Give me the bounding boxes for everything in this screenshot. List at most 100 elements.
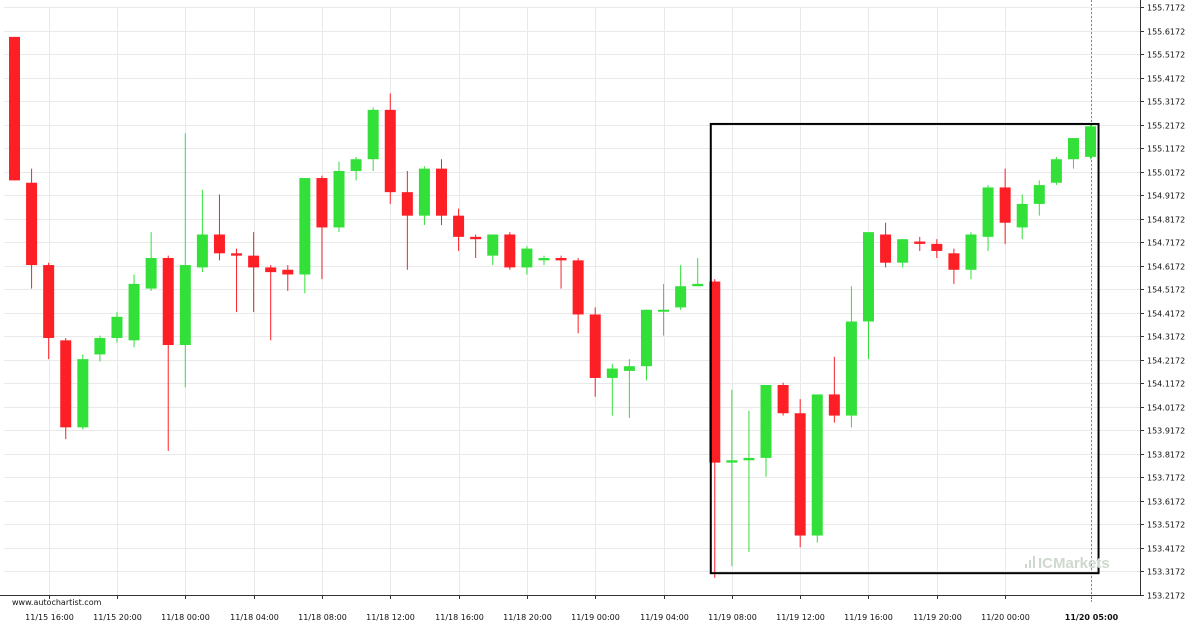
candle	[418, 166, 430, 226]
x-tick-label: 11/19 12:00	[776, 613, 825, 622]
candle	[9, 36, 20, 181]
y-tick-label: 153.9172	[1147, 427, 1185, 436]
candle-body-up	[418, 168, 430, 216]
candle-body-down	[572, 260, 584, 315]
candle	[760, 385, 772, 477]
candle	[897, 239, 909, 268]
candle-body-down	[436, 168, 447, 216]
candle-body-down	[213, 234, 225, 254]
x-tick-label: 11/18 16:00	[435, 613, 484, 622]
y-tick-label: 154.9172	[1147, 192, 1185, 201]
candle-body-up	[658, 309, 670, 312]
candle-body-up	[521, 248, 533, 268]
candle-body-up	[811, 394, 823, 536]
candle	[828, 356, 840, 423]
candle-body-up	[897, 239, 909, 263]
candle-body-down	[316, 178, 328, 228]
y-tick-label: 154.2172	[1147, 357, 1185, 366]
candle	[726, 389, 738, 567]
candle-body-up	[640, 309, 652, 367]
candle	[914, 236, 926, 251]
candle-body-down	[26, 182, 38, 266]
candle-body-up	[982, 187, 994, 237]
candle-body-up	[487, 234, 499, 256]
candle	[794, 399, 806, 548]
candle-body-up	[863, 232, 874, 322]
candle-body-down	[914, 241, 926, 244]
candle	[1085, 123, 1097, 160]
candle	[982, 185, 994, 251]
candle-body-down	[777, 385, 789, 414]
candle	[1033, 180, 1045, 216]
candle	[675, 265, 687, 310]
candle-body-up	[179, 265, 191, 346]
candle	[589, 307, 601, 397]
x-tick-label: 11/19 20:00	[913, 613, 962, 622]
x-tick-label: 11/19 00:00	[571, 613, 620, 622]
x-tick-label: 11/19 16:00	[844, 613, 893, 622]
candle-body-down	[589, 314, 601, 378]
candle	[709, 279, 721, 578]
candle-body-up	[845, 321, 857, 416]
y-tick-label: 154.6172	[1147, 263, 1185, 272]
candle	[248, 232, 260, 313]
candle	[384, 93, 396, 204]
candle-body-up	[692, 283, 704, 287]
candle	[145, 232, 157, 291]
candle	[965, 232, 977, 280]
candle-body-down	[794, 413, 806, 536]
candle-body-down	[504, 234, 516, 268]
candle	[863, 232, 874, 360]
candle	[333, 161, 345, 233]
candle	[436, 159, 447, 226]
candle	[128, 274, 140, 348]
candle-body-up	[1067, 138, 1079, 160]
candle	[60, 337, 72, 440]
y-tick-label: 155.7172	[1147, 4, 1185, 13]
candle-body-up	[196, 234, 208, 268]
logo-bar-3	[1033, 556, 1035, 568]
candle-body-down	[401, 192, 413, 216]
candle-body-up	[965, 234, 977, 270]
x-tick-label: 11/15 16:00	[25, 613, 74, 622]
candle-body-up	[1050, 159, 1062, 183]
candle-body-up	[367, 109, 379, 160]
y-axis-labels: 155.7172 155.6172 155.5172 155.4172 155.3172…	[1147, 4, 1185, 601]
candle-body-up	[350, 159, 362, 171]
candle	[111, 312, 123, 343]
candle-body-down	[555, 258, 567, 261]
x-tick-label: 11/18 12:00	[366, 613, 415, 622]
candle	[350, 156, 362, 181]
y-tick-label: 155.1172	[1147, 145, 1185, 154]
candle-body-down	[948, 253, 960, 270]
candles	[9, 36, 1097, 578]
candle-body-down	[162, 258, 174, 346]
candle	[606, 363, 618, 416]
candle-body-up	[760, 385, 772, 458]
candle	[43, 262, 55, 360]
candle-body-down	[453, 215, 465, 237]
candle	[470, 234, 482, 259]
candle-body-down	[282, 269, 294, 275]
y-tick-label: 153.8172	[1147, 451, 1185, 460]
candle	[504, 232, 516, 270]
candle-body-up	[743, 457, 755, 461]
candle-body-down	[60, 340, 72, 428]
candle-body-up	[128, 283, 140, 341]
axes	[0, 0, 1144, 603]
candle-body-up	[111, 316, 123, 338]
y-tick-label: 155.3172	[1147, 98, 1185, 107]
candle	[623, 359, 635, 418]
y-tick-label: 153.6172	[1147, 498, 1185, 507]
candle	[845, 286, 857, 428]
logo-bar-1	[1025, 564, 1027, 568]
y-tick-label: 154.1172	[1147, 380, 1185, 389]
x-tick-label: 11/19 08:00	[708, 613, 757, 622]
candle	[640, 309, 652, 381]
y-tick-label: 155.0172	[1147, 169, 1185, 178]
candle-body-down	[43, 265, 55, 338]
y-tick-label: 154.3172	[1147, 333, 1185, 342]
candle	[1016, 194, 1028, 240]
candle	[999, 168, 1011, 244]
candle-body-up	[623, 366, 635, 371]
